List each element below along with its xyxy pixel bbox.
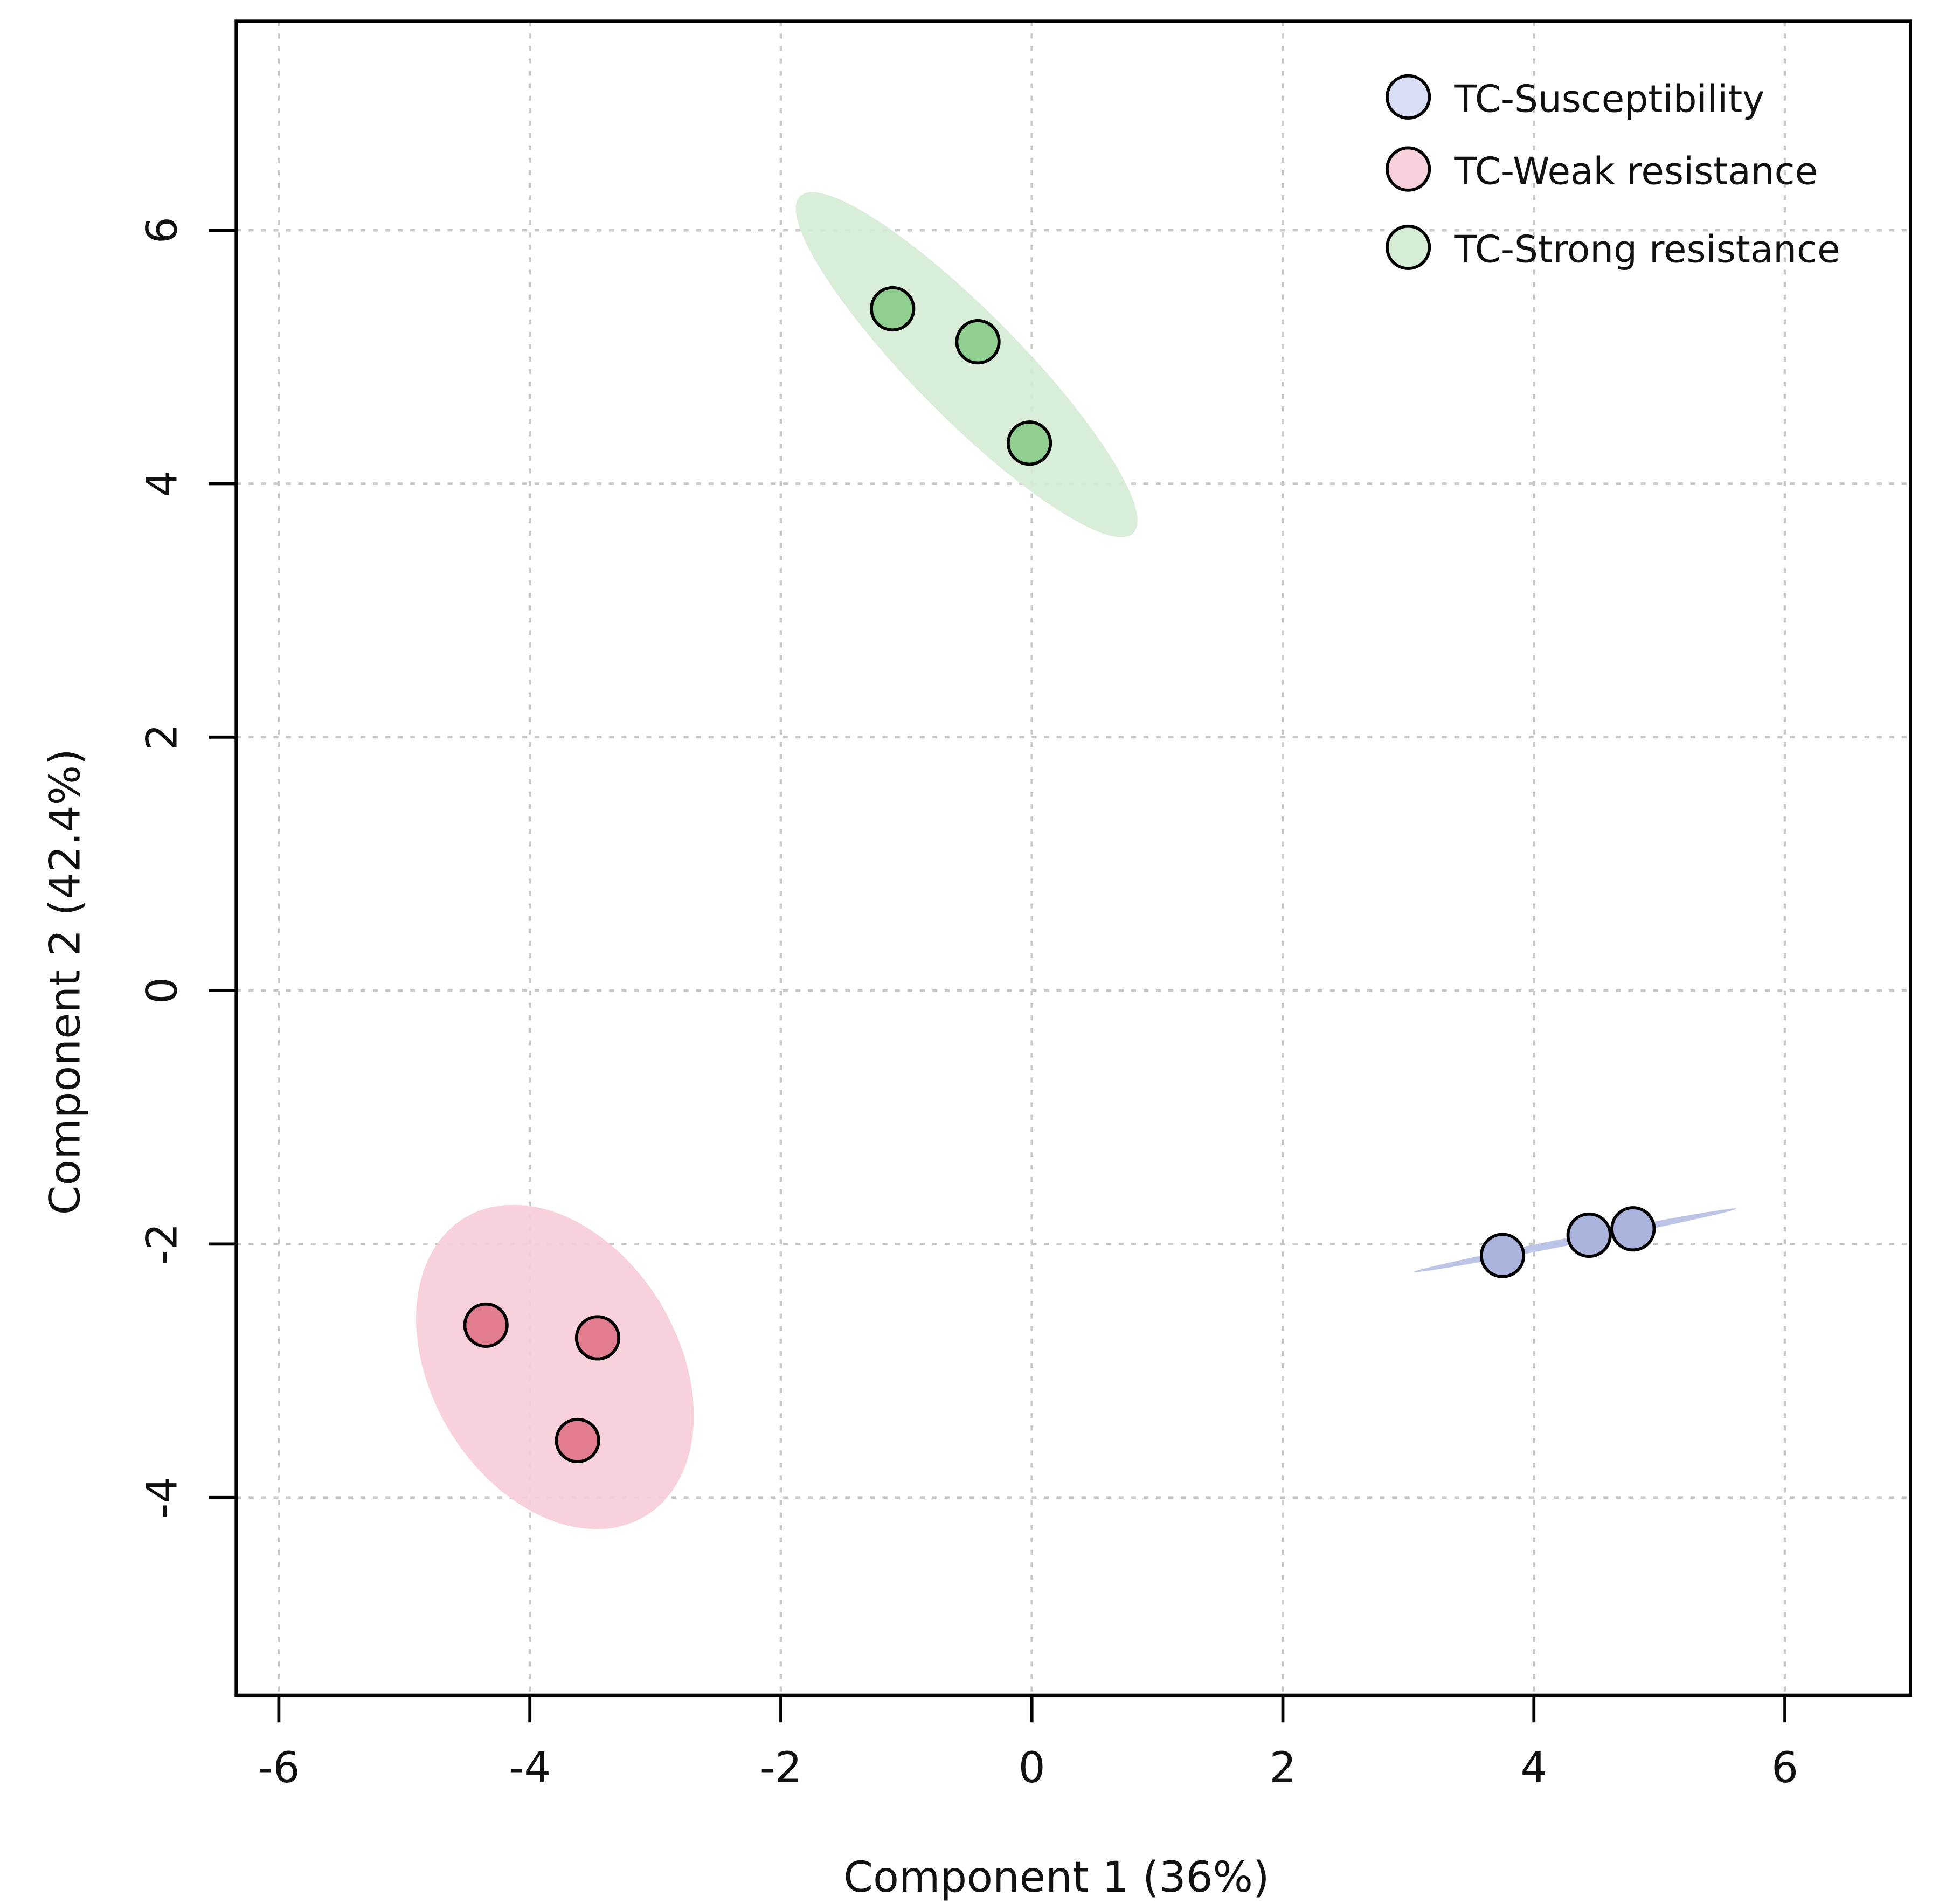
y-tick-label: 0 (138, 977, 187, 1004)
data-points (463, 286, 1656, 1463)
x-tick-label: 0 (1019, 1743, 1045, 1792)
x-tick-label: -2 (760, 1743, 802, 1792)
legend-marker (1386, 146, 1431, 192)
plot-frame (234, 19, 1912, 1697)
y-tick-label: -2 (138, 1223, 187, 1265)
data-point (555, 1417, 600, 1463)
x-tick-label: 2 (1270, 1743, 1297, 1792)
data-point (463, 1302, 509, 1348)
legend-marker (1386, 74, 1431, 120)
data-point (955, 319, 1001, 365)
ellipse-2 (795, 192, 1138, 537)
y-axis-label: Component 2 (42.4%) (41, 749, 90, 1215)
data-point (1006, 420, 1052, 466)
x-tick-label: 6 (1771, 1743, 1798, 1792)
y-tick-label: -4 (138, 1477, 187, 1519)
y-tick-label: 6 (138, 217, 187, 244)
legend-label: TC-Weak resistance (1454, 150, 1818, 193)
x-axis-ticks: -6 -4 -2 0 2 4 6 (258, 1695, 1798, 1792)
data-point (1610, 1206, 1656, 1252)
legend: TC-Susceptibility TC-Weak resistance TC-St… (1386, 74, 1840, 272)
y-axis-ticks: -4 -2 0 2 4 6 (138, 217, 237, 1519)
x-tick-label: 4 (1520, 1743, 1547, 1792)
data-point (574, 1315, 621, 1361)
x-tick-label: -6 (258, 1743, 300, 1792)
data-point (1566, 1212, 1612, 1258)
legend-label: TC-Strong resistance (1454, 229, 1840, 272)
y-tick-label: 2 (138, 724, 187, 751)
ellipse-1 (416, 1204, 694, 1529)
x-tick-label: -4 (509, 1743, 551, 1792)
y-tick-label: 4 (138, 470, 187, 497)
x-axis-label: Component 1 (36%) (843, 1853, 1269, 1902)
legend-marker (1386, 224, 1431, 271)
legend-label: TC-Susceptibility (1454, 78, 1765, 121)
data-point (870, 286, 916, 332)
data-point (1479, 1233, 1526, 1278)
